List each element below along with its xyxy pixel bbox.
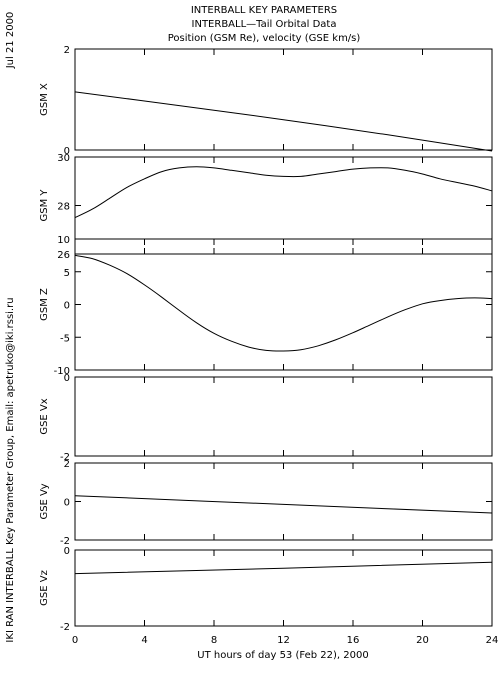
x-tick-label: 4 <box>141 635 147 646</box>
x-axis-label: UT hours of day 53 (Feb 22), 2000 <box>197 650 368 661</box>
panel-frame <box>74 376 493 457</box>
y-tick-label: 26 <box>57 250 70 261</box>
date-label: Jul 21 2000 <box>5 12 16 70</box>
x-tick-label: 8 <box>211 635 217 646</box>
panel-frame <box>74 238 493 371</box>
y-tick-label: 2 <box>64 459 70 470</box>
y-tick-label: 30 <box>57 153 70 164</box>
y-axis-label: GSM Z <box>39 288 50 321</box>
panel-3: -2 0 GSE Vx <box>39 373 493 463</box>
y-tick-label: 10 <box>57 235 70 246</box>
y-tick-label: -2 <box>60 622 70 633</box>
x-tick-label: 0 <box>72 635 78 646</box>
credit-label: IKI RAN INTERBALL Key Parameter Group, E… <box>5 297 16 642</box>
chart-title-line-2: INTERBALL—Tail Orbital Data <box>192 19 337 30</box>
y-tick-label: -2 <box>60 452 70 463</box>
panel-2: -10 -5 0 5 10 GSM Z <box>39 235 493 377</box>
y-axis-label: GSM X <box>39 83 50 116</box>
y-tick-label: 2 <box>64 45 70 56</box>
y-tick-label: 28 <box>57 202 70 213</box>
y-tick-label: 0 <box>64 301 70 312</box>
y-tick-label: 0 <box>64 546 70 557</box>
y-tick-label: 0 <box>64 498 70 509</box>
x-tick-label: 20 <box>416 635 429 646</box>
panel-4: -2 0 2 GSE Vy <box>39 459 493 547</box>
y-tick-label: 0 <box>64 146 70 157</box>
x-tick-label: 12 <box>277 635 290 646</box>
series-line <box>74 91 493 152</box>
panel-5: -2 0 GSE Vz <box>39 546 493 633</box>
x-tick-label: 16 <box>347 635 360 646</box>
x-tick-label: 24 <box>486 635 499 646</box>
y-axis-label: GSE Vy <box>39 483 50 519</box>
y-axis-label: GSE Vx <box>39 398 50 434</box>
series-line <box>74 254 493 352</box>
y-tick-label: -2 <box>60 536 70 547</box>
panel-frame <box>74 462 493 541</box>
panel-frame <box>74 48 493 151</box>
panel-frame <box>74 549 493 627</box>
chart-title-line-1: INTERBALL KEY PARAMETERS <box>191 5 337 16</box>
series-line <box>74 495 493 514</box>
panel-0: 0 2 GSM X <box>39 45 493 157</box>
y-tick-label: -10 <box>54 366 70 377</box>
chart-title-line-3: Position (GSM Re), velocity (GSE km/s) <box>168 33 361 44</box>
y-tick-label: -5 <box>60 333 70 344</box>
y-tick-label: 0 <box>64 373 70 384</box>
panel-1: 26 28 30 GSM Y <box>39 153 493 261</box>
series-line <box>74 561 493 575</box>
y-axis-label: GSE Vz <box>39 570 50 606</box>
series-line <box>74 166 493 219</box>
y-axis-label: GSM Y <box>39 189 50 222</box>
y-tick-label: 5 <box>64 268 70 279</box>
